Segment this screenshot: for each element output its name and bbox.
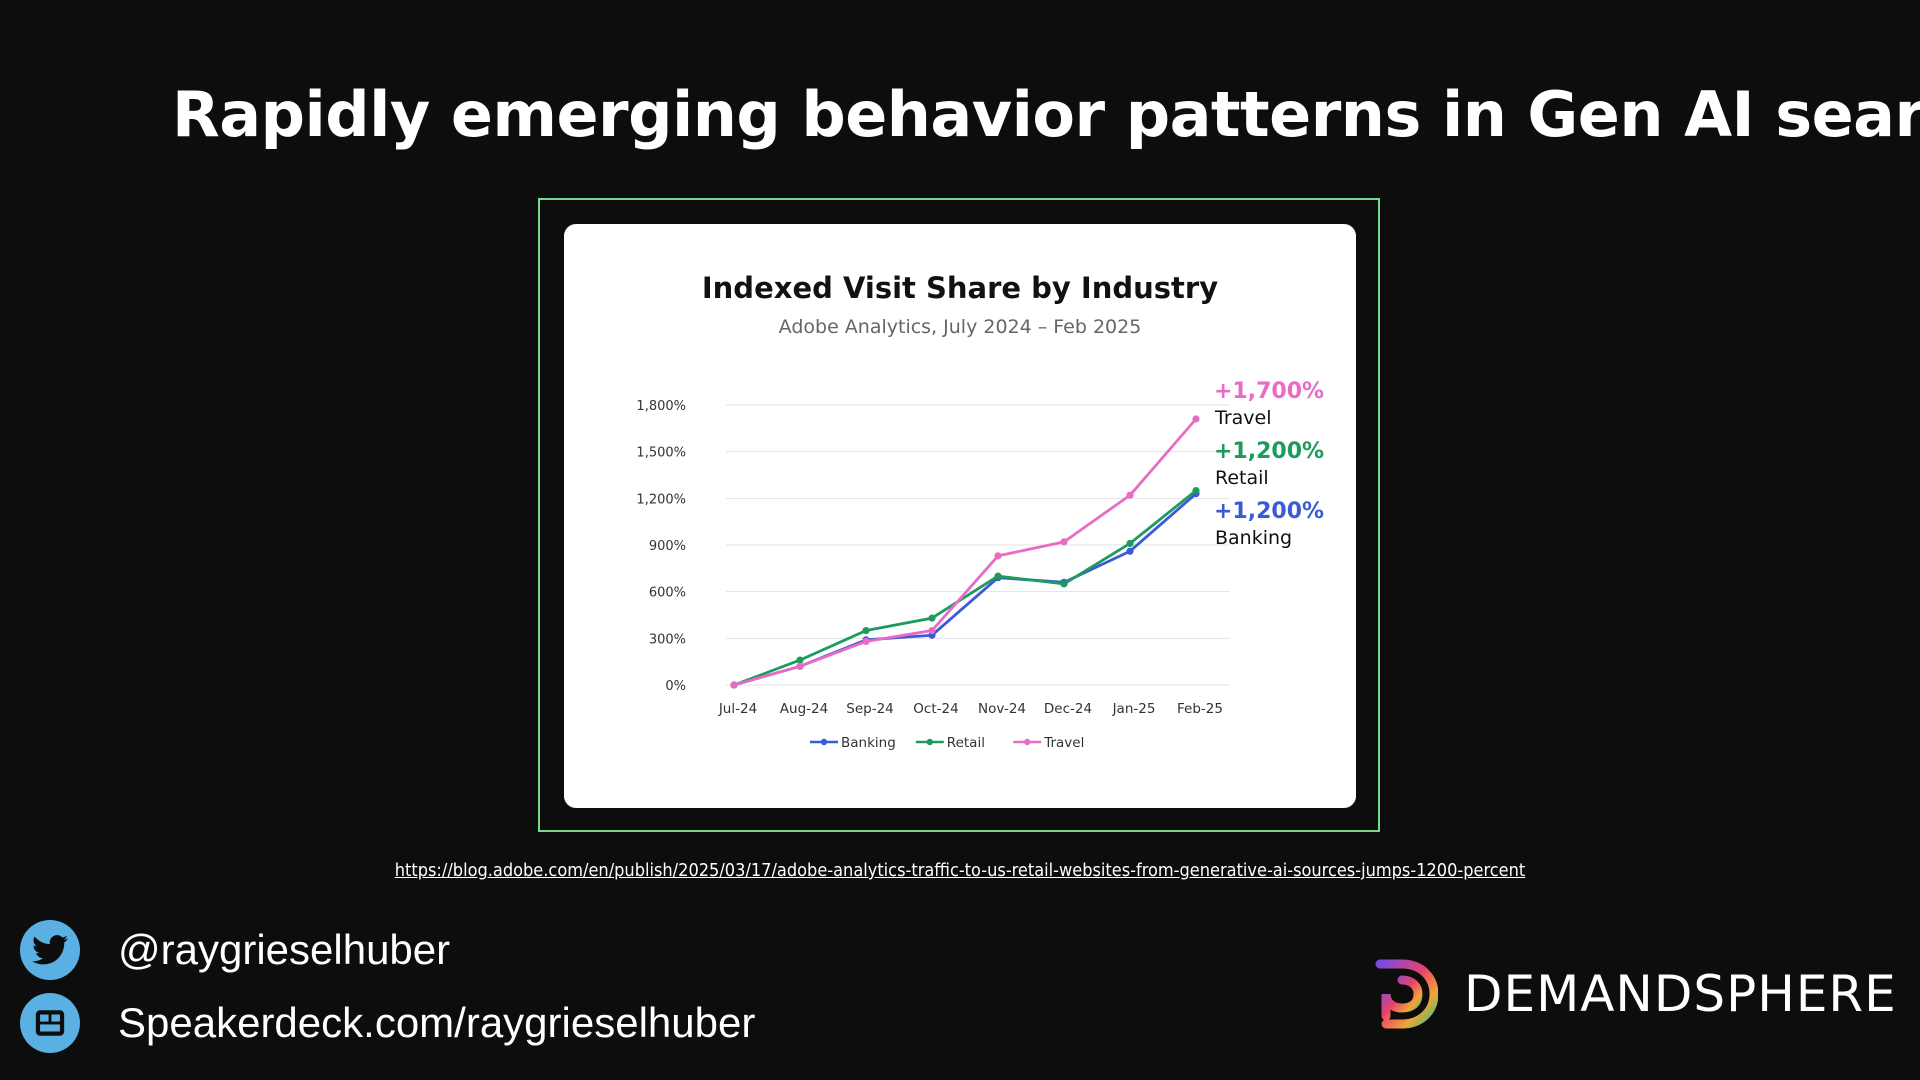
legend-label: Banking: [841, 735, 896, 751]
series-line-banking: [733, 492, 1197, 687]
series-line-travel: [733, 418, 1198, 687]
twitter-handle: @raygrieselhuber: [118, 926, 451, 973]
legend-marker: [1024, 738, 1031, 746]
annotation-value: +1,200%: [1214, 439, 1324, 464]
speakerdeck-icon: [20, 993, 80, 1053]
legend-label: Retail: [947, 735, 985, 751]
y-tick-label: 900%: [649, 539, 686, 554]
y-tick-label: 600%: [649, 586, 686, 601]
brand-name: DEMANDSPHERE: [1464, 965, 1897, 1023]
data-point-travel: [862, 637, 870, 646]
chart-title: Indexed Visit Share by Industry: [702, 271, 1218, 305]
twitter-bird-icon: [20, 920, 80, 980]
data-point-travel: [994, 552, 1002, 560]
twitter-row[interactable]: @raygrieselhuber: [20, 920, 450, 980]
legend-item-banking: Banking: [810, 735, 896, 751]
data-point-retail: [994, 572, 1002, 580]
data-point-travel: [1060, 538, 1068, 546]
speakerdeck-url: Speakerdeck.com/raygrieselhuber: [118, 999, 756, 1046]
speakerdeck-row[interactable]: Speakerdeck.com/raygrieselhuber: [20, 993, 755, 1053]
x-tick-label: Dec-24: [1044, 701, 1092, 717]
y-tick-label: 1,200%: [636, 492, 686, 507]
data-point-travel: [928, 626, 936, 635]
legend-label: Travel: [1043, 735, 1084, 751]
data-point-retail: [1126, 539, 1134, 548]
slide-title: Rapidly emerging behavior patterns in Ge…: [172, 78, 1920, 151]
chart-card: Indexed Visit Share by Industry Adobe An…: [564, 224, 1356, 808]
data-point-retail: [796, 656, 804, 664]
chart-subtitle: Adobe Analytics, July 2024 – Feb 2025: [779, 316, 1142, 338]
legend-item-retail: Retail: [915, 735, 985, 751]
annotation-label: Banking: [1215, 527, 1292, 549]
legend-marker: [926, 738, 933, 746]
x-tick-label: Feb-25: [1177, 701, 1223, 717]
y-tick-label: 0%: [665, 679, 686, 694]
data-point-retail: [928, 614, 936, 622]
x-tick-label: Jul-24: [718, 701, 757, 717]
annotation-value: +1,700%: [1214, 379, 1324, 404]
chart-frame: [538, 198, 1380, 832]
legend-item-travel: Travel: [1013, 735, 1084, 751]
data-point-travel: [796, 662, 804, 670]
data-point-banking: [1126, 547, 1134, 555]
data-point-retail: [1192, 486, 1200, 495]
data-point-retail: [1060, 580, 1068, 588]
x-tick-label: Nov-24: [978, 701, 1026, 717]
data-point-travel: [730, 681, 738, 689]
line-chart: Indexed Visit Share by Industry Adobe An…: [636, 271, 1324, 751]
data-point-travel: [1126, 491, 1134, 499]
annotation-value: +1,200%: [1214, 499, 1324, 524]
y-tick-label: 1,800%: [636, 399, 686, 414]
brand: DEMANDSPHERE: [1372, 958, 1897, 1030]
data-point-travel: [1192, 415, 1200, 423]
y-tick-label: 1,500%: [636, 446, 686, 461]
annotation-label: Retail: [1215, 467, 1269, 489]
demandsphere-logo-icon: [1375, 959, 1438, 1029]
x-tick-label: Aug-24: [780, 701, 828, 717]
x-tick-label: Oct-24: [913, 701, 958, 717]
source-link[interactable]: https://blog.adobe.com/en/publish/2025/0…: [394, 860, 1526, 881]
x-tick-label: Jan-25: [1112, 701, 1156, 717]
data-point-retail: [862, 626, 870, 635]
series-line-retail: [733, 489, 1197, 687]
annotation-label: Travel: [1214, 407, 1271, 429]
x-tick-label: Sep-24: [846, 701, 894, 717]
y-tick-label: 300%: [649, 632, 686, 647]
legend-marker: [820, 738, 828, 746]
